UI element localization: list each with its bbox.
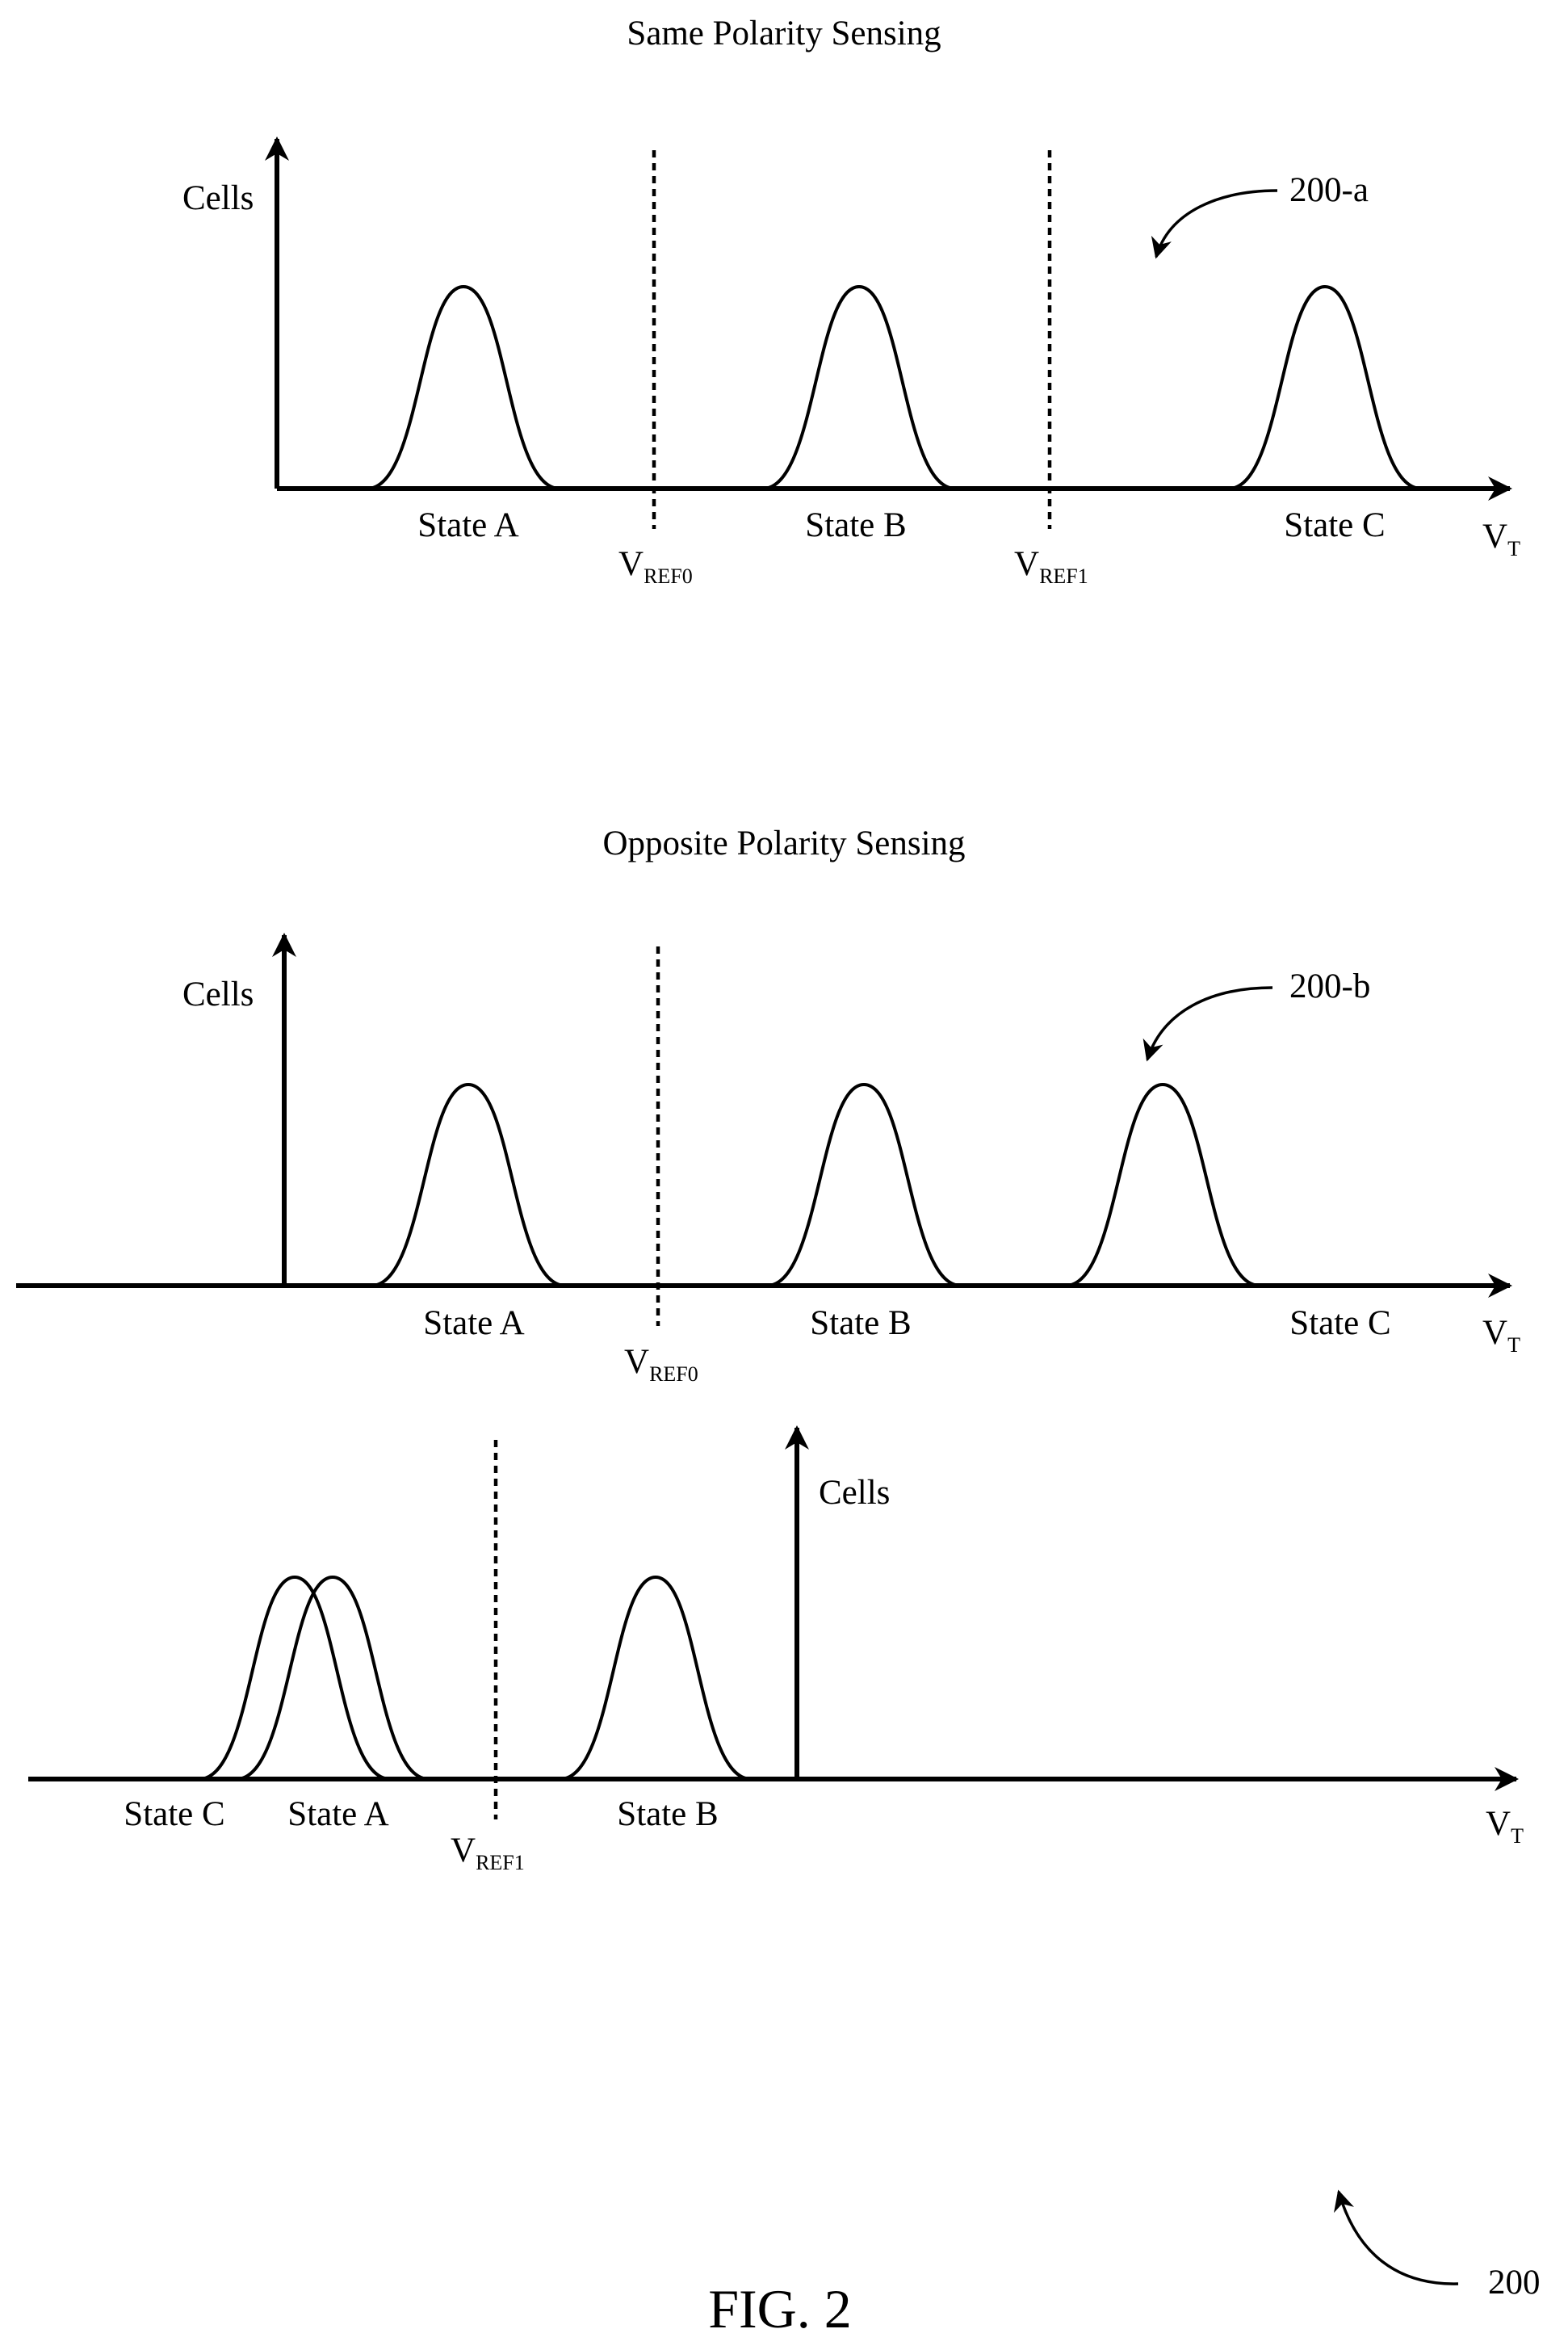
figure-callout-arrow (1334, 2189, 1459, 2285)
panel-a-state-c-label: State C (1284, 506, 1385, 544)
panel-b-title: Opposite Polarity Sensing (602, 825, 965, 862)
figure-number: 200 (1488, 2264, 1541, 2302)
figure-caption: FIG. 2 (708, 2278, 852, 2340)
panel-a-vref1-label: VREF1 (1014, 545, 1088, 588)
panel-b-callout-arrow (1142, 986, 1273, 1062)
panel-b-state-b-distribution (766, 1082, 962, 1287)
panel-a-state-a-label: State A (417, 506, 518, 544)
panel-opposite-polarity: Opposite Polarity Sensing Cells VT State… (16, 825, 1520, 1386)
panel-a-y-label: Cells (182, 179, 254, 217)
panel-b-callout-label: 200-b (1289, 967, 1370, 1005)
panel-a-state-b-distribution (762, 284, 956, 490)
panel-b-state-a-distribution (371, 1082, 566, 1287)
panel-c-state-a-distribution (236, 1575, 430, 1781)
panel-c-y-label: Cells (819, 1474, 890, 1512)
panel-c-state-b-distribution (560, 1575, 752, 1781)
panel-b-y-label: Cells (182, 976, 254, 1013)
panel-b-state-c-label: State C (1289, 1304, 1390, 1342)
panel-opposite-polarity-second: Cells VT State C State A State B VREF1 (28, 1425, 1524, 1874)
panel-a-state-a-distribution (367, 284, 560, 490)
panel-a-vref0-label: VREF0 (618, 545, 693, 588)
panel-same-polarity: Same Polarity Sensing Cells VT State A S… (182, 15, 1520, 588)
figure-footer: 200 FIG. 2 (708, 2189, 1541, 2340)
panel-a-x-label: VT (1482, 518, 1520, 560)
panel-c-x-label: VT (1486, 1805, 1524, 1848)
panel-c-vref1-label: VREF1 (451, 1832, 525, 1874)
panel-a-callout-arrow (1151, 189, 1278, 259)
panel-b-state-c-distribution (1065, 1082, 1260, 1287)
panel-c-state-b-label: State B (617, 1795, 718, 1833)
panel-a-state-b-label: State B (805, 506, 906, 544)
panel-b-x-label: VT (1482, 1314, 1520, 1357)
panel-a-state-c-distribution (1228, 284, 1422, 490)
panel-a-callout-label: 200-a (1289, 171, 1369, 209)
panel-a-title: Same Polarity Sensing (627, 15, 941, 52)
panel-c-state-c-label: State C (124, 1795, 224, 1833)
panel-b-vref0-label: VREF0 (624, 1343, 698, 1386)
panel-c-state-c-distribution (199, 1575, 391, 1781)
panel-c-state-a-label: State A (287, 1795, 388, 1833)
panel-b-state-b-label: State B (810, 1304, 911, 1342)
panel-b-state-a-label: State A (423, 1304, 524, 1342)
